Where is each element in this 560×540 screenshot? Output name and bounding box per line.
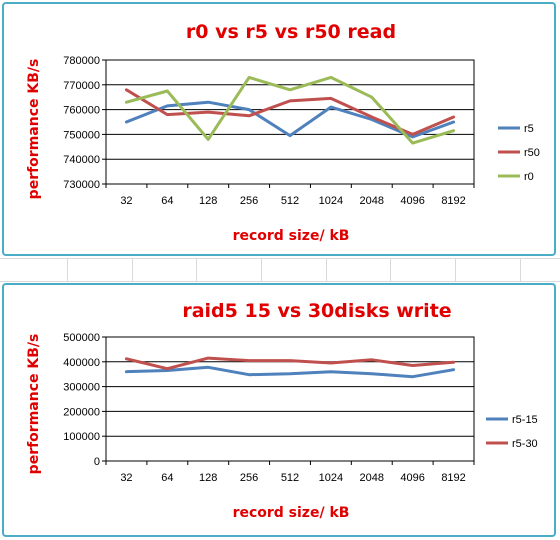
sheet-grid-line [455, 258, 456, 282]
y-axis-title: performance KB/s [26, 334, 42, 475]
y-tick-label: 770000 [63, 80, 100, 92]
x-tick-label: 32 [120, 472, 132, 484]
x-tick-label: 512 [281, 472, 299, 484]
sheet-grid-line [196, 258, 197, 282]
legend-label: r5-30 [512, 438, 538, 450]
series-line-r5 [124, 100, 456, 139]
sheet-grid-line [132, 258, 133, 282]
sheet-grid-line [520, 258, 521, 282]
series-line-r0 [124, 75, 456, 145]
x-axis-title: record size/ kB [233, 228, 350, 244]
x-tick-label: 4096 [400, 195, 424, 207]
x-tick-label: 2048 [360, 472, 384, 484]
legend-label: r0 [524, 171, 534, 183]
plot-area [105, 336, 475, 462]
x-tick-label: 512 [281, 195, 299, 207]
sheet-grid-line [0, 281, 560, 282]
x-tick-label: 2048 [360, 195, 384, 207]
chart-read-svg: r0 vs r5 vs r50 read record size/ kB per… [26, 21, 540, 244]
x-tick-label: 128 [199, 195, 217, 207]
x-axis-title: record size/ kB [233, 505, 350, 521]
y-tick-label: 100000 [63, 431, 100, 443]
legend-label: r5 [524, 123, 534, 135]
x-tick-label: 8192 [441, 195, 465, 207]
chart-write[interactable]: raid5 15 vs 30disks write record size/ k… [2, 283, 556, 537]
y-tick-label: 500000 [63, 332, 100, 344]
chart-title: raid5 15 vs 30disks write [182, 300, 451, 322]
x-tick-label: 64 [161, 195, 173, 207]
legend-label: r50 [524, 147, 540, 159]
y-tick-label: 750000 [63, 129, 100, 141]
plot-area [105, 59, 475, 185]
sheet-grid-line [326, 258, 327, 282]
x-tick-label: 256 [240, 195, 258, 207]
x-tick-label: 1024 [319, 472, 343, 484]
y-tick-label: 400000 [63, 357, 100, 369]
sheet-grid-line [0, 258, 560, 259]
x-tick-label: 8192 [441, 472, 465, 484]
y-tick-label: 780000 [63, 55, 100, 67]
legend-label: r5-15 [512, 414, 538, 426]
y-tick-label: 200000 [63, 406, 100, 418]
x-tick-label: 64 [161, 472, 173, 484]
chart-read[interactable]: r0 vs r5 vs r50 read record size/ kB per… [2, 2, 556, 256]
x-tick-label: 4096 [400, 472, 424, 484]
chart-title: r0 vs r5 vs r50 read [186, 21, 396, 43]
y-tick-label: 730000 [63, 179, 100, 191]
x-tick-label: 32 [120, 195, 132, 207]
series-line-r5-30 [124, 356, 456, 371]
x-tick-label: 1024 [319, 195, 343, 207]
y-tick-label: 740000 [63, 154, 100, 166]
sheet-grid-line [261, 258, 262, 282]
y-axis-title: performance KB/s [26, 59, 42, 200]
sheet-grid-line [390, 258, 391, 282]
y-tick-label: 760000 [63, 105, 100, 117]
x-tick-label: 256 [240, 472, 258, 484]
series-line-r5-15 [124, 365, 456, 379]
y-tick-label: 300000 [63, 382, 100, 394]
sheet-grid-line [67, 258, 68, 282]
chart-write-svg: raid5 15 vs 30disks write record size/ k… [26, 300, 538, 521]
x-tick-label: 128 [199, 472, 217, 484]
y-tick-label: 0 [94, 456, 100, 468]
